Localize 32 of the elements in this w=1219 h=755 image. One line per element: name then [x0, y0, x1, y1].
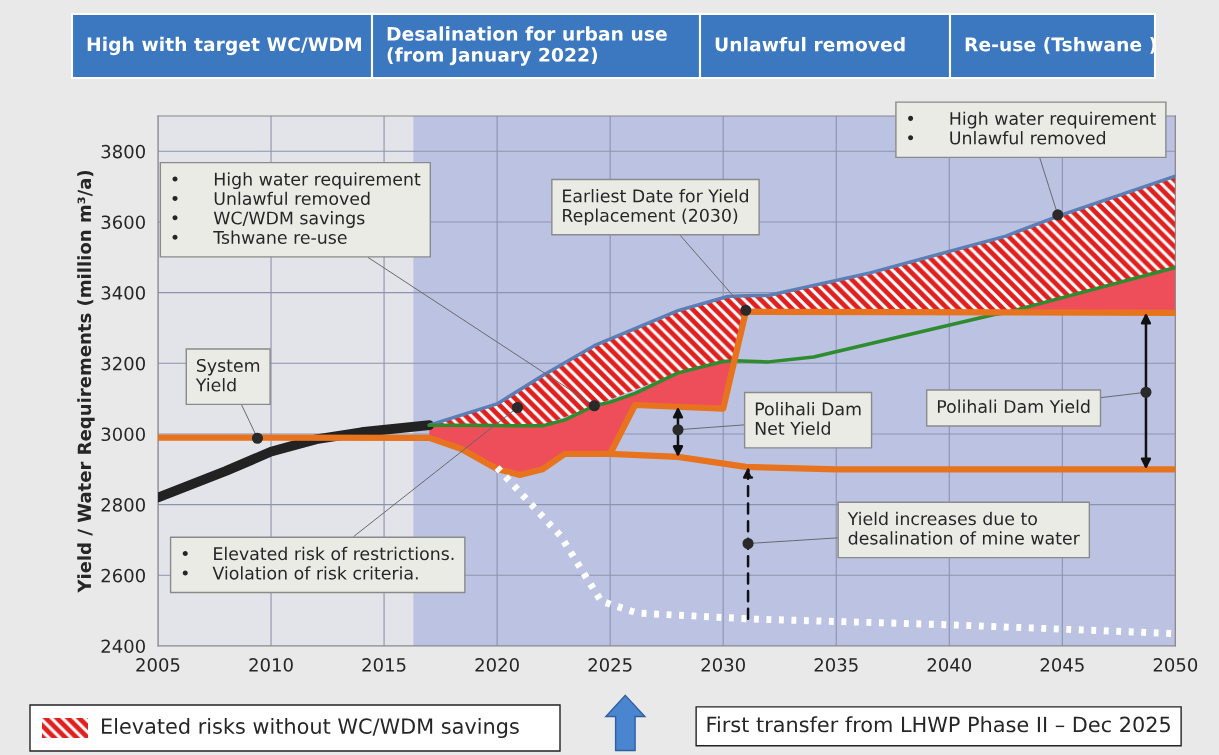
- x-tick-label: 2045: [1040, 658, 1084, 672]
- annotation: • Elevated risk of restrictions. • Violation of risk criteria.: [182, 546, 454, 580]
- text: First transfer from LHWP Phase II – Dec 2025: [707, 716, 1170, 733]
- text: High with target WC/WDM: [87, 36, 361, 56]
- x-tick-label: 2015: [362, 658, 406, 672]
- x-tick-label: 2035: [814, 658, 858, 672]
- y-tick-label: 3000: [101, 427, 145, 442]
- y-tick-label: 3400: [101, 286, 145, 300]
- y-tick-label: 3800: [101, 144, 145, 159]
- y-tick-label: 2600: [101, 568, 145, 583]
- y-tick-label: 2800: [101, 498, 145, 512]
- y-tick-label: 2400: [101, 639, 145, 654]
- y-axis-title: Yield / Water Requirements (million m³/a): [77, 170, 95, 593]
- x-tick-label: 2040: [927, 658, 972, 672]
- x-tick-label: 2020: [475, 658, 519, 672]
- annotation: Polihali Dam Net Yield: [755, 402, 861, 435]
- text: Desalination for urban use (from January 2022): [387, 26, 667, 66]
- y-tick-label: 3200: [101, 356, 145, 371]
- text: Elevated risks without WC/WDM savings: [102, 717, 519, 739]
- x-tick-label: 2010: [249, 658, 293, 672]
- x-tick-label: 2030: [701, 658, 745, 672]
- x-tick-label: 2025: [588, 658, 632, 672]
- annotation: • High water requirement • Unlawful removed • WC/WDM savings • Tshwane re-use: [172, 172, 421, 244]
- y-tick-label: 3600: [101, 215, 145, 230]
- text: Unlawful removed: [715, 36, 905, 52]
- annotation: System Yield: [195, 358, 260, 392]
- annotation: Yield increases due to desalination of mine water: [847, 511, 1080, 545]
- x-tick-label: 2005: [136, 658, 180, 672]
- annotation: Earliest Date for Yield Replacement (2030): [563, 189, 748, 226]
- x-tick-label: 2050: [1153, 658, 1198, 672]
- annotation: Polihali Dam Yield: [937, 399, 1090, 414]
- annotation: • High water requirement • Unlawful removed: [908, 111, 1156, 145]
